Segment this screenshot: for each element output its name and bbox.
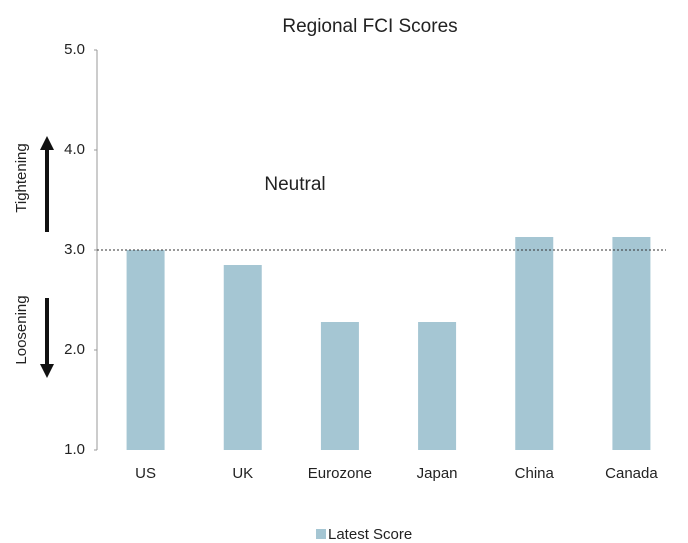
chart-title: Regional FCI Scores (282, 16, 457, 37)
x-tick-label: Canada (605, 465, 658, 482)
x-tick-label: Japan (417, 465, 458, 482)
bar (320, 322, 359, 450)
y-tick-label: 4.0 (64, 141, 85, 158)
legend-label: Latest Score (328, 526, 412, 543)
tightening-label: Tightening (13, 143, 30, 213)
x-tick-label: Eurozone (308, 465, 372, 482)
bar (612, 237, 651, 450)
up-arrow-head (40, 136, 54, 150)
down-arrow-head (40, 364, 54, 378)
y-tick-label: 2.0 (64, 341, 85, 358)
x-tick-label: China (515, 465, 555, 482)
x-tick-label: US (135, 465, 156, 482)
reference-label: Neutral (264, 174, 325, 195)
y-tick-label: 5.0 (64, 41, 85, 58)
bar (418, 322, 457, 450)
y-tick-label: 1.0 (64, 441, 85, 458)
bar (223, 265, 262, 450)
bar (126, 250, 165, 450)
y-tick-label: 3.0 (64, 241, 85, 258)
loosening-label: Loosening (13, 295, 30, 364)
legend-swatch (316, 529, 326, 539)
bar (515, 237, 554, 450)
x-tick-label: UK (232, 465, 253, 482)
